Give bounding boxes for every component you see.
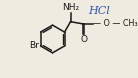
Text: NH₂: NH₂ <box>62 3 79 12</box>
Text: HCl: HCl <box>88 6 110 16</box>
Text: Br: Br <box>29 41 39 50</box>
Text: — O — CH₃: — O — CH₃ <box>93 19 138 28</box>
Text: O: O <box>80 35 87 44</box>
